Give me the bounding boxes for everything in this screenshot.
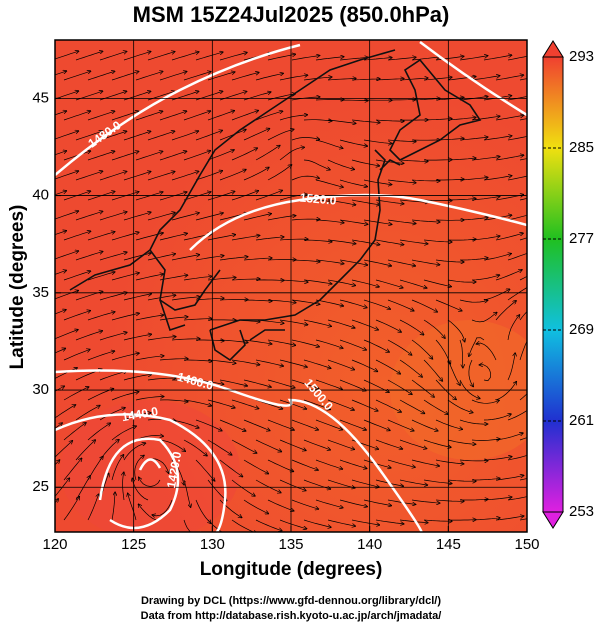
colorbar-top [543, 41, 563, 57]
colorbar-label: 261 [569, 412, 594, 429]
streamline [160, 32, 187, 40]
colorbar-label: 285 [569, 139, 594, 156]
streamline [256, 34, 283, 40]
streamline [184, 32, 211, 40]
colorbar-bottom [543, 512, 563, 528]
streamline [112, 32, 139, 41]
streamline [208, 33, 235, 41]
x-tick-label: 145 [436, 536, 461, 553]
y-axis-label: Latitude (degrees) [7, 205, 28, 370]
y-tick-label: 35 [32, 284, 49, 301]
x-tick-label: 125 [121, 536, 146, 553]
footer-line: Drawing by DCL (https://www.gfd-dennou.o… [141, 595, 441, 607]
x-tick-label: 140 [357, 536, 382, 553]
x-tick-label: 120 [42, 536, 67, 553]
y-tick-label: 25 [32, 478, 49, 495]
streamline [496, 35, 524, 40]
x-axis-label: Longitude (degrees) [200, 559, 383, 580]
streamline [64, 31, 91, 40]
colorbar-label: 253 [569, 503, 594, 520]
x-tick-label: 150 [514, 536, 539, 553]
streamline [88, 31, 115, 40]
streamline [136, 32, 163, 40]
streamline [256, 280, 284, 281]
colorbar-label: 269 [569, 321, 594, 338]
streamline [232, 33, 259, 40]
colorbar-label: 277 [569, 230, 594, 247]
footer-line: Data from http://database.rish.kyoto-u.a… [141, 610, 442, 622]
streamline [40, 31, 67, 40]
colorbar-label: 293 [569, 48, 594, 65]
title: MSM 15Z24Jul2025 (850.0hPa) [133, 2, 450, 27]
colorbar [543, 57, 563, 512]
x-tick-label: 135 [278, 536, 303, 553]
y-tick-label: 30 [32, 381, 49, 398]
streamline [280, 35, 308, 40]
y-tick-label: 45 [32, 89, 49, 106]
x-tick-label: 130 [200, 536, 225, 553]
streamline [520, 34, 547, 40]
y-tick-label: 40 [32, 187, 49, 204]
